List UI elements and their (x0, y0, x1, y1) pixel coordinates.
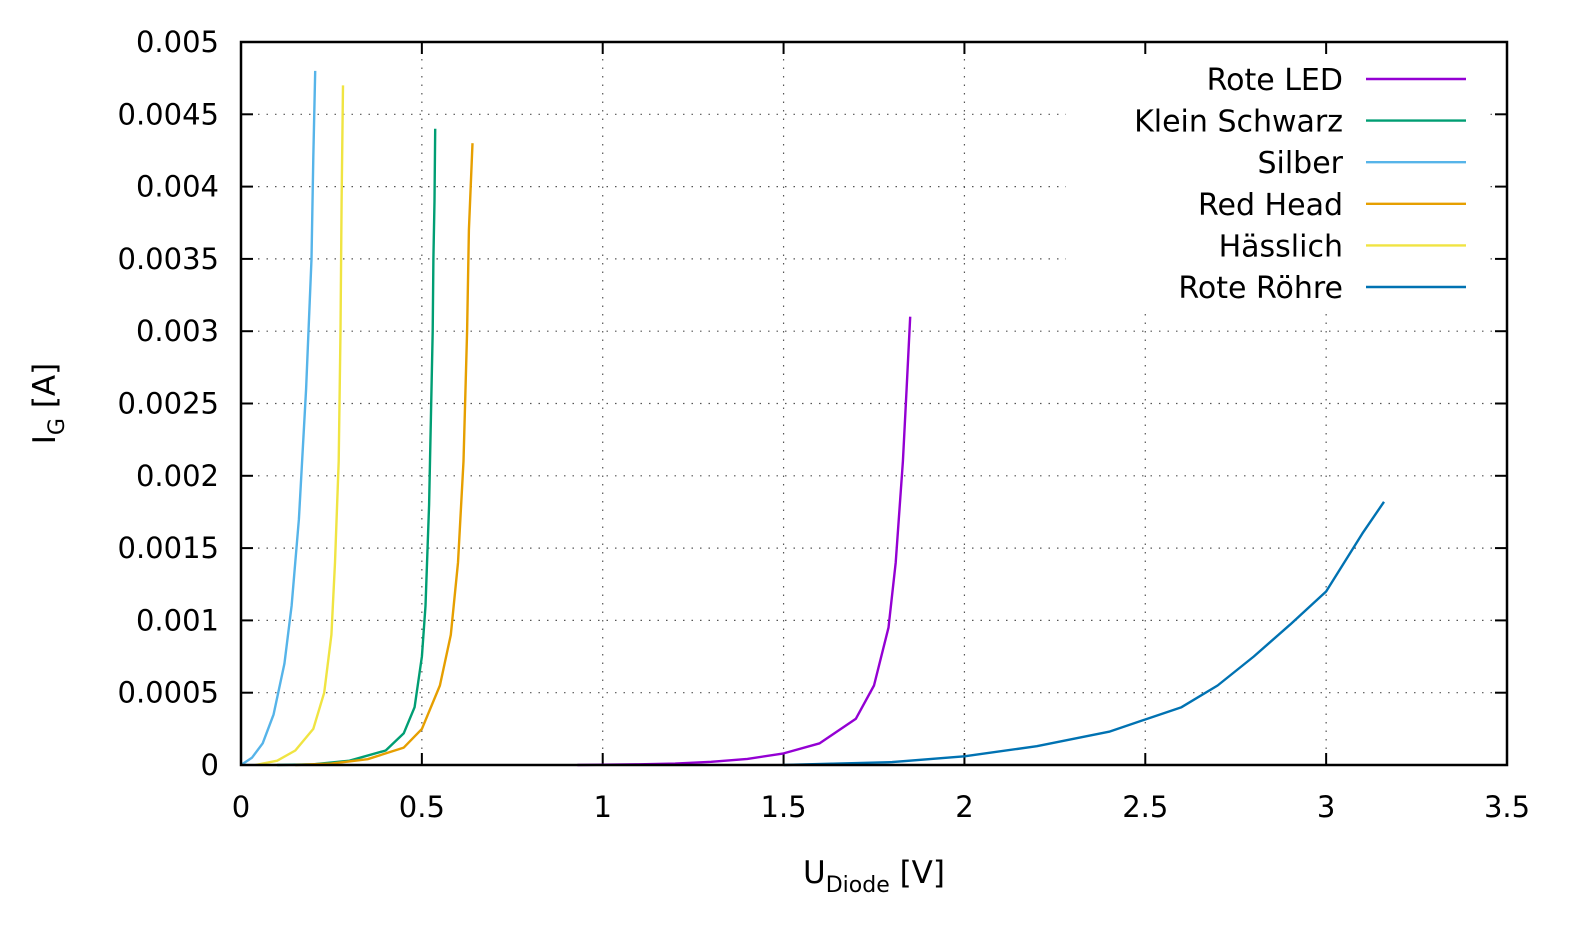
y-tick-label: 0.0045 (118, 97, 219, 131)
series-line-0 (577, 316, 912, 767)
x-tick-label: 0.5 (399, 790, 445, 824)
x-tick-label: 3.5 (1484, 790, 1530, 824)
legend-label: Red Head (1198, 188, 1343, 223)
y-tick-label: 0.001 (136, 603, 219, 637)
legend: Rote LED Klein Schwarz Silber Red Head Hässl… (1066, 58, 1490, 314)
y-tick-label: 0.0035 (118, 242, 219, 276)
series-line-3 (295, 143, 474, 767)
legend-label: Rote LED (1207, 63, 1343, 98)
x-tick-label: 2 (955, 790, 973, 824)
x-tick-label: 1 (593, 790, 611, 824)
x-tick-label: 3 (1317, 790, 1335, 824)
x-axis-label-sub: Diode (826, 873, 890, 898)
x-tick-label: 0 (232, 790, 250, 824)
y-tick-label: 0.0005 (118, 676, 219, 710)
x-tick-label: 2.5 (1122, 790, 1168, 824)
series-line-2 (240, 70, 317, 767)
y-axis-label-unit: [A] (27, 363, 63, 418)
x-axis-label: UDiode [V] (803, 855, 945, 898)
legend-label: Rote Röhre (1178, 271, 1343, 306)
y-tick-label: 0.002 (136, 459, 219, 493)
y-tick-label: 0.0025 (118, 387, 219, 421)
plot-frame (239, 40, 1509, 767)
x-axis-label-main: U (803, 855, 826, 891)
y-tick-label: 0.003 (136, 314, 219, 348)
series-line-4 (255, 85, 345, 767)
series-line-1 (277, 128, 437, 767)
y-tick-label: 0.0015 (118, 531, 219, 565)
legend-label: Hässlich (1219, 229, 1343, 264)
tick-labels: 0 0.5 1 1.5 2 2.5 3 3.5 0 0.0005 0.001 0.0015 0.002 0… (118, 25, 1531, 824)
series-lines (240, 70, 1385, 767)
legend-label: Klein Schwarz (1134, 105, 1343, 140)
y-tick-label: 0.005 (136, 25, 219, 59)
legend-label: Silber (1257, 146, 1343, 181)
x-axis-label-unit: [V] (890, 855, 945, 891)
y-axis-label-main: I (27, 435, 63, 444)
y-axis-label: IG [A] (27, 363, 70, 444)
legend-background (1066, 58, 1490, 314)
series-line-5 (783, 501, 1385, 767)
y-axis-label-sub: G (45, 418, 70, 435)
y-tick-label: 0 (201, 748, 219, 782)
y-tick-label: 0.004 (136, 170, 219, 204)
x-tick-label: 1.5 (761, 790, 807, 824)
